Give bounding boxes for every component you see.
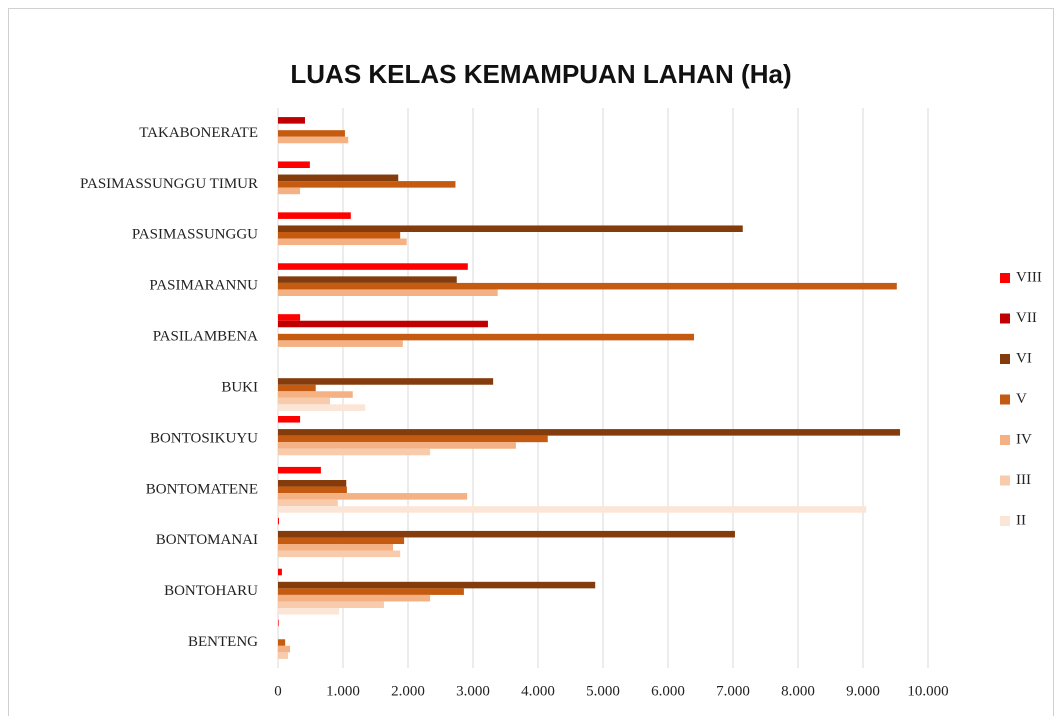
bar [278, 619, 279, 627]
bar [278, 544, 394, 551]
bar [278, 187, 301, 195]
x-tick-label: 5.000 [586, 683, 620, 699]
chart-title: LUAS KELAS KEMAMPUAN LAHAN (Ha) [290, 59, 791, 89]
bar [278, 652, 289, 659]
y-tick-label: PASIMASSUNGGU TIMUR [80, 176, 258, 192]
bar [278, 314, 301, 321]
bar [278, 530, 735, 538]
bar [278, 181, 456, 188]
x-tick-label: 8.000 [781, 683, 815, 699]
bar [278, 594, 431, 602]
bar [278, 391, 353, 398]
legend-label: VII [1016, 310, 1037, 326]
legend-swatch [1000, 516, 1010, 526]
legend-label: IV [1016, 431, 1032, 447]
bar [278, 499, 338, 507]
bar [278, 161, 310, 168]
x-tick-label: 2.000 [391, 683, 425, 699]
bar [278, 581, 596, 589]
bar [278, 212, 351, 219]
y-tick-label: BONTOMANAI [156, 532, 258, 548]
bar [278, 639, 286, 646]
bar [278, 117, 305, 124]
bar [278, 466, 321, 474]
y-tick-label: BONTOSIKUYU [150, 430, 258, 446]
y-tick-label: BONTOHARU [164, 583, 258, 599]
bar [278, 448, 431, 456]
bar [278, 282, 897, 290]
bar [278, 276, 457, 283]
bar [278, 442, 516, 449]
bar [278, 486, 347, 494]
legend-label: VIII [1016, 269, 1042, 285]
y-tick-label: BUKI [221, 379, 258, 395]
x-tick-label: 9.000 [846, 683, 880, 699]
bar [278, 130, 345, 137]
legend-label: VI [1016, 350, 1032, 366]
bar [278, 568, 282, 576]
bar [278, 506, 867, 513]
legend-swatch [1000, 394, 1010, 405]
bar [278, 378, 494, 385]
bar [278, 238, 407, 246]
x-tick-label: 10.000 [907, 683, 948, 699]
y-tick-label: BENTENG [188, 634, 258, 650]
legend-swatch [1000, 435, 1010, 445]
legend-label: II [1016, 512, 1026, 528]
bar [278, 333, 694, 341]
bar [278, 493, 468, 500]
y-tick-label: PASILAMBENA [153, 329, 258, 345]
bar [278, 608, 340, 615]
bar [278, 416, 301, 423]
bar [278, 645, 291, 653]
y-tick-label: TAKABONERATE [139, 125, 258, 141]
bar [278, 384, 316, 392]
legend-swatch [1000, 273, 1010, 283]
x-tick-label: 6.000 [651, 683, 685, 699]
legend-label: III [1016, 472, 1031, 488]
bar [278, 537, 405, 544]
bar [278, 588, 464, 595]
legend-label: V [1016, 391, 1027, 407]
y-tick-label: PASIMASSUNGGU [132, 227, 258, 243]
bar [278, 397, 330, 405]
legend-swatch [1000, 475, 1010, 486]
bar [278, 404, 366, 411]
x-tick-label: 7.000 [716, 683, 750, 699]
bar [278, 340, 403, 347]
y-tick-label: PASIMARANNU [149, 278, 258, 294]
bar [278, 550, 401, 558]
y-tick-label: BONTOMATENE [146, 481, 258, 497]
bar [278, 435, 548, 443]
bar [278, 289, 498, 296]
bar [278, 136, 349, 144]
bar [278, 480, 347, 487]
legend-swatch [1000, 313, 1010, 324]
bar [278, 174, 399, 182]
bar [278, 225, 743, 232]
bar [278, 601, 384, 608]
bar [278, 232, 401, 239]
x-tick-label: 3.000 [456, 683, 490, 699]
bar [278, 517, 279, 525]
bar [278, 263, 468, 270]
bar [278, 429, 901, 436]
chart-border [8, 8, 1054, 716]
bar [278, 320, 488, 328]
x-tick-label: 1.000 [326, 683, 360, 699]
legend-swatch [1000, 354, 1010, 364]
x-tick-label: 0 [274, 683, 282, 699]
x-tick-label: 4.000 [521, 683, 555, 699]
